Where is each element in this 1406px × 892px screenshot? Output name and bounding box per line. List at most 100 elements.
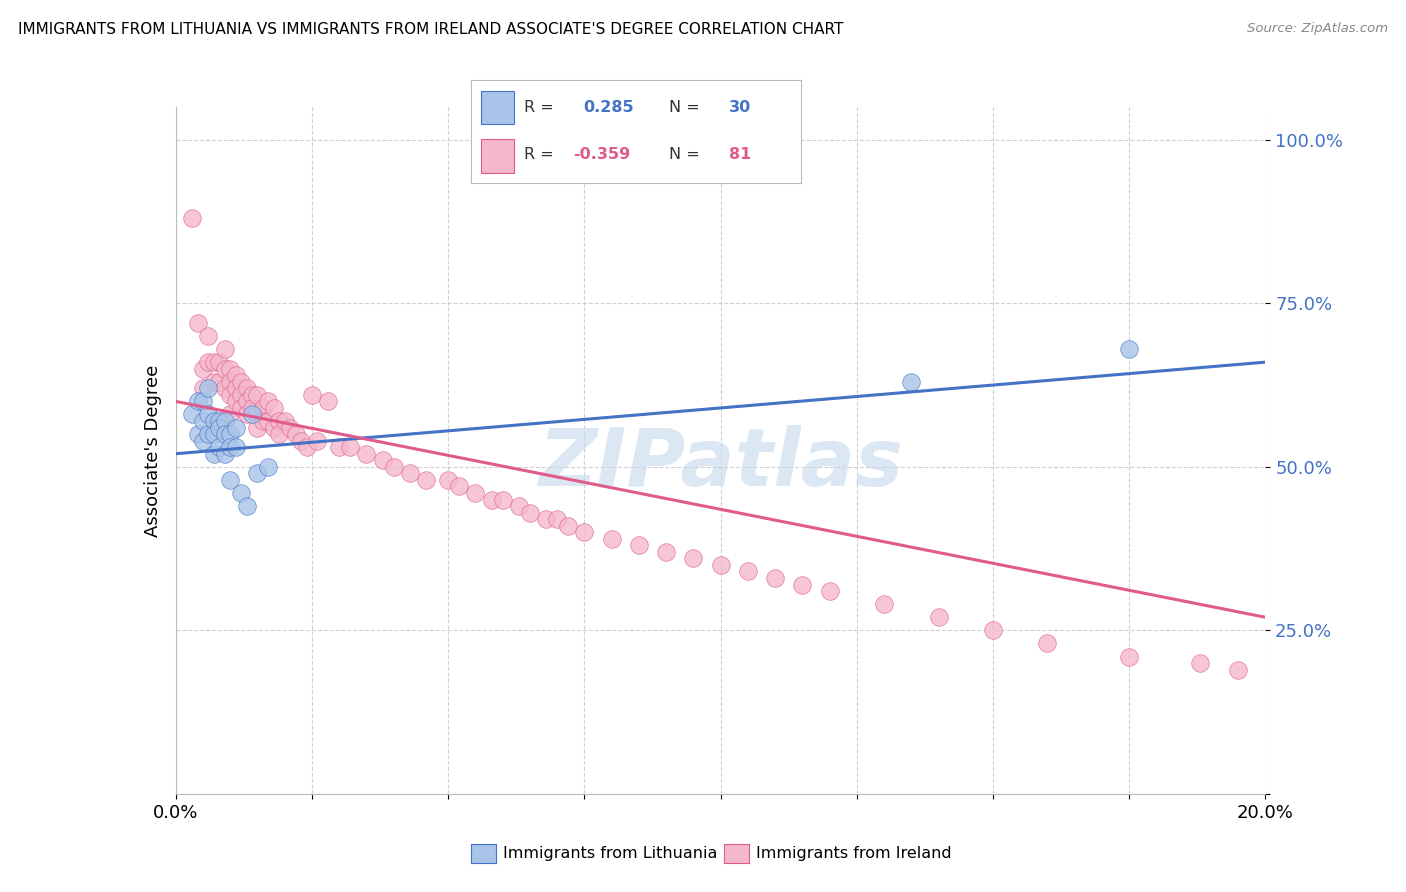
Point [1118, 342, 1140, 356]
Point [202, 427, 225, 442]
Point [710, 558, 733, 572]
Point [464, 486, 486, 500]
Point [447, 479, 470, 493]
Text: 30: 30 [728, 100, 751, 115]
Point [246, 467, 269, 481]
Point [208, 375, 231, 389]
Point [382, 459, 405, 474]
Point [655, 545, 678, 559]
Point [295, 440, 318, 454]
Point [328, 440, 350, 454]
Point [214, 381, 236, 395]
Text: N =: N = [669, 100, 700, 115]
Point [208, 420, 231, 434]
Point [235, 394, 257, 409]
Point [557, 518, 579, 533]
Point [225, 368, 247, 383]
Point [792, 577, 814, 591]
Text: R =: R = [524, 100, 554, 115]
FancyBboxPatch shape [481, 91, 515, 124]
Point [371, 453, 394, 467]
Point [492, 492, 515, 507]
Point [356, 447, 378, 461]
Point [181, 408, 204, 422]
Point [181, 211, 204, 226]
Point [191, 394, 214, 409]
Point [202, 414, 225, 428]
Point [900, 375, 922, 389]
FancyBboxPatch shape [481, 139, 515, 173]
Point [600, 532, 623, 546]
Point [318, 394, 340, 409]
Point [437, 473, 460, 487]
Point [231, 388, 253, 402]
Point [202, 375, 225, 389]
Point [252, 401, 274, 415]
Point [252, 414, 274, 428]
Point [546, 512, 568, 526]
Point [219, 440, 242, 454]
Point [214, 427, 236, 442]
Point [197, 329, 219, 343]
Y-axis label: Associate's Degree: Associate's Degree [143, 364, 162, 537]
Point [219, 473, 242, 487]
Point [202, 447, 225, 461]
Point [214, 447, 236, 461]
Point [737, 565, 759, 579]
Point [225, 420, 247, 434]
Text: ZIPatlas: ZIPatlas [538, 425, 903, 503]
Point [1118, 649, 1140, 664]
Point [682, 551, 704, 566]
Text: IMMIGRANTS FROM LITHUANIA VS IMMIGRANTS FROM IRELAND ASSOCIATE'S DEGREE CORRELAT: IMMIGRANTS FROM LITHUANIA VS IMMIGRANTS … [18, 22, 844, 37]
Point [219, 408, 242, 422]
Point [301, 388, 323, 402]
Point [231, 486, 253, 500]
Point [415, 473, 437, 487]
Point [225, 394, 247, 409]
Point [197, 408, 219, 422]
Point [197, 381, 219, 395]
Point [219, 388, 242, 402]
Point [208, 414, 231, 428]
Point [231, 401, 253, 415]
Point [240, 388, 263, 402]
Point [519, 506, 541, 520]
Point [263, 401, 285, 415]
Point [873, 597, 896, 611]
Point [257, 414, 280, 428]
Point [235, 381, 257, 395]
Point [627, 538, 650, 552]
Point [208, 355, 231, 369]
Point [214, 342, 236, 356]
Point [219, 427, 242, 442]
Point [214, 414, 236, 428]
Point [574, 525, 596, 540]
Point [240, 408, 263, 422]
Point [240, 401, 263, 415]
Text: N =: N = [669, 147, 700, 162]
Point [225, 440, 247, 454]
Text: 0.285: 0.285 [583, 100, 634, 115]
Point [399, 467, 422, 481]
Point [191, 434, 214, 448]
Point [508, 499, 530, 513]
Point [231, 375, 253, 389]
Point [235, 408, 257, 422]
Point [981, 624, 1004, 638]
Point [481, 492, 503, 507]
Point [307, 434, 329, 448]
Point [246, 408, 269, 422]
Point [278, 420, 301, 434]
Point [214, 361, 236, 376]
Text: Immigrants from Lithuania: Immigrants from Lithuania [503, 847, 717, 861]
Point [339, 440, 361, 454]
Point [269, 427, 291, 442]
Point [257, 459, 280, 474]
Text: 81: 81 [728, 147, 751, 162]
Point [191, 414, 214, 428]
Point [186, 427, 209, 442]
Point [225, 381, 247, 395]
Point [191, 361, 214, 376]
Point [763, 571, 786, 585]
Point [197, 427, 219, 442]
